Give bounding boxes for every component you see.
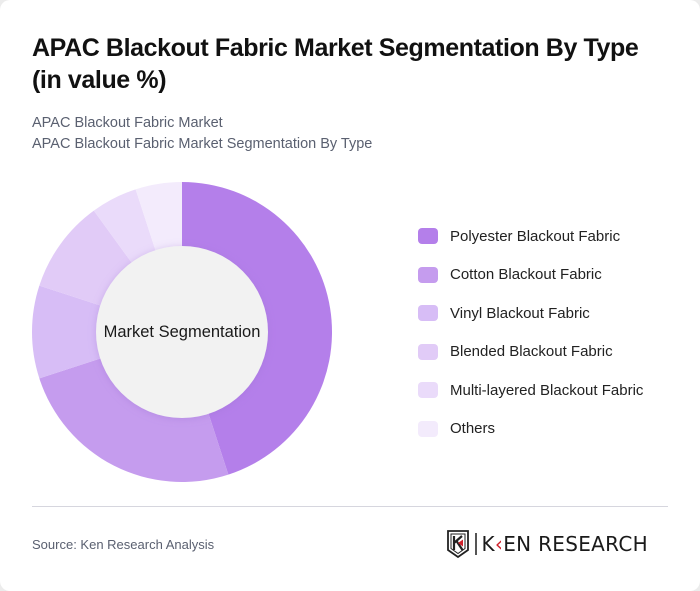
legend-item-others[interactable]: Others	[418, 419, 643, 439]
donut-svg	[31, 182, 333, 482]
legend-swatch	[418, 305, 438, 321]
ken-research-logo: K‹EN RESEARCH	[447, 530, 648, 558]
legend-item-multi-layered[interactable]: Multi-layered Blackout Fabric	[418, 380, 643, 400]
ken-research-shield-icon	[447, 530, 469, 558]
legend-item-vinyl[interactable]: Vinyl Blackout Fabric	[418, 303, 643, 323]
legend-swatch	[418, 228, 438, 244]
legend-item-cotton[interactable]: Cotton Blackout Fabric	[418, 265, 643, 285]
logo-text-rest: EN RESEARCH	[503, 532, 648, 556]
legend-label: Cotton Blackout Fabric	[450, 266, 602, 283]
subtitle: APAC Blackout Fabric Market APAC Blackou…	[32, 113, 372, 155]
legend-label: Multi-layered Blackout Fabric	[450, 381, 644, 399]
legend-label: Polyester Blackout Fabric	[450, 227, 621, 245]
footer-divider	[32, 506, 668, 507]
donut-chart: Market Segmentation	[30, 180, 334, 484]
page-title: APAC Blackout Fabric Market Segmentation…	[32, 34, 639, 94]
logo-red-arrow-icon: ‹	[494, 532, 504, 556]
legend-label: Vinyl Blackout Fabric	[450, 304, 590, 322]
legend-swatch	[418, 382, 438, 398]
donut-hole	[96, 246, 268, 418]
legend-label: Others	[450, 420, 496, 437]
subtitle-segmentation: APAC Blackout Fabric Market Segmentation…	[32, 136, 373, 152]
logo-wordmark: K‹EN RESEARCH	[482, 532, 648, 556]
legend-swatch	[418, 343, 438, 360]
subtitle-market: APAC Blackout Fabric Market	[32, 115, 223, 131]
legend-swatch	[418, 420, 438, 437]
logo-k: K	[481, 532, 495, 556]
legend-item-blended[interactable]: Blended Blackout Fabric	[418, 342, 643, 362]
chart-legend: Polyester Blackout Fabric Cotton Blackou…	[418, 226, 643, 457]
legend-label: Blended Blackout Fabric	[450, 343, 613, 360]
logo-separator	[475, 533, 477, 555]
legend-item-polyester[interactable]: Polyester Blackout Fabric	[418, 226, 643, 246]
legend-swatch	[418, 266, 438, 283]
source-note: Source: Ken Research Analysis	[32, 537, 215, 552]
